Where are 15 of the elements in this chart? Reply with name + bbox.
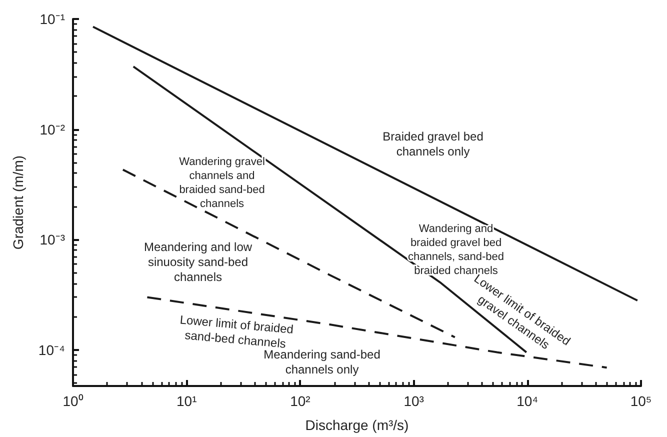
x-tick-label: 10⁰ [62,393,84,409]
annotation: Wandering gravel channels and braided sand-bed channels [179,156,265,210]
annotation: Meandering and low sinuosity sand-bed channels [144,240,252,284]
y-axis-title: Gradient (m/m) [10,155,26,250]
annotation: Braided gravel bed channels only [382,130,484,158]
y-tick-label: 10⁻⁴ [38,342,65,358]
x-tick-label: 10² [290,393,311,409]
y-tick-label: 10⁻³ [40,232,66,248]
x-axis-title: Discharge (m³/s) [305,417,409,433]
x-tick-label: 10¹ [176,393,198,409]
y-tick-label: 10⁻² [40,121,66,138]
x-tick-label: 10³ [404,393,424,409]
y-tick-label: 10⁻¹ [40,11,66,27]
x-tick-label: 10⁴ [516,393,538,409]
x-tick-label: 10⁵ [630,393,652,409]
